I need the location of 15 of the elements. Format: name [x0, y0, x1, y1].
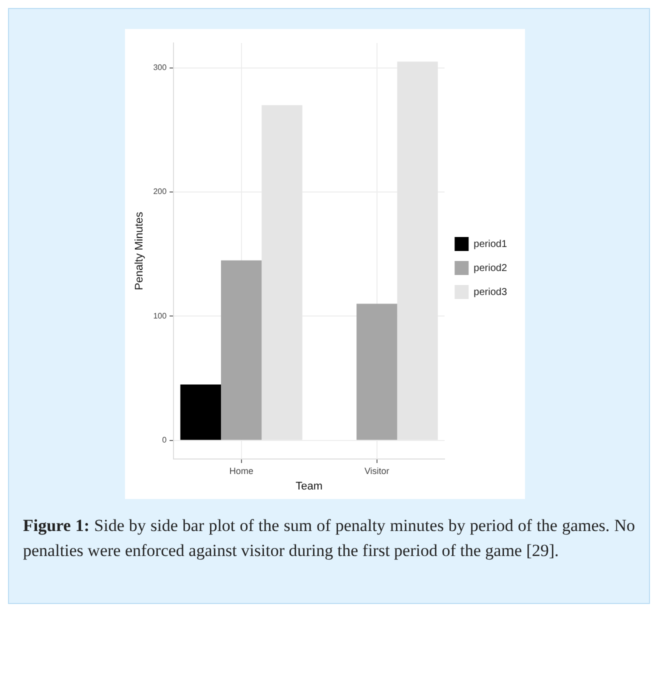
bar [180, 384, 221, 440]
bar [356, 304, 398, 440]
x-tick-label: Visitor [364, 466, 390, 476]
x-axis-title: Team [296, 480, 323, 492]
y-tick-label: 100 [153, 311, 168, 320]
y-tick-label: 200 [153, 187, 168, 196]
legend-label: period3 [474, 286, 508, 298]
legend-label: period1 [474, 238, 508, 250]
y-tick-label: 0 [162, 436, 168, 445]
caption: Figure 1: Side by side bar plot of the sum of penalty minutes by period of the games. No penalties were enforced against visitor during the first period of the game [29]. [23, 516, 635, 560]
x-tick-label: Home [229, 466, 254, 476]
y-tick-label: 300 [153, 63, 168, 72]
bar [220, 260, 262, 440]
legend-label: period2 [474, 262, 508, 274]
y-axis-title: Penalty Minutes [134, 211, 146, 290]
